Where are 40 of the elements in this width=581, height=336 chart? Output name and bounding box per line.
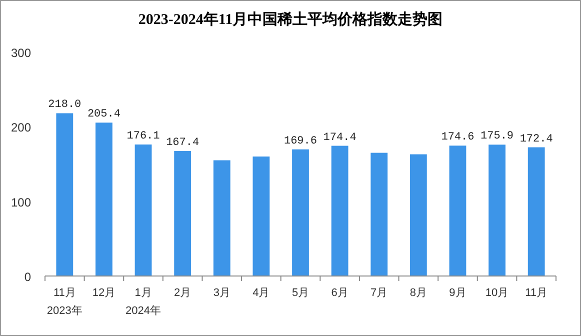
x-tick-label: 10月 xyxy=(485,287,509,299)
x-tick-label: 9月 xyxy=(449,287,466,299)
x-tick-label: 11月 xyxy=(525,287,548,299)
bar xyxy=(410,154,427,276)
bar xyxy=(252,156,270,276)
data-label: 175.9 xyxy=(480,130,514,143)
data-label: 205.4 xyxy=(87,108,121,121)
x-tick-label: 6月 xyxy=(331,287,348,299)
bar xyxy=(292,149,309,276)
bar xyxy=(174,151,192,276)
bar xyxy=(56,113,74,276)
x-tick-label: 12月 xyxy=(92,287,116,299)
y-tick-label: 200 xyxy=(10,120,32,135)
data-label: 174.6 xyxy=(441,132,474,144)
bar xyxy=(370,152,388,276)
bar xyxy=(488,144,506,276)
x-tick-label: 1月 2024年 xyxy=(126,287,162,317)
x-tick-label: 2月 xyxy=(174,287,192,299)
x-tick-label: 3月 xyxy=(213,287,230,299)
bar xyxy=(528,147,545,276)
data-label: 218.0 xyxy=(48,99,82,112)
x-tick-label: 4月 xyxy=(252,287,270,299)
bar xyxy=(213,160,230,276)
x-tick-label: 8月 xyxy=(410,287,427,299)
data-label: 172.4 xyxy=(520,133,554,146)
x-tick-label: 5月 xyxy=(292,287,310,299)
data-label: 176.1 xyxy=(126,130,160,143)
bar xyxy=(449,146,466,276)
data-label: 174.4 xyxy=(323,132,357,144)
x-tick-label: 11月 2023年 xyxy=(46,287,82,317)
data-label: 167.4 xyxy=(166,137,200,150)
y-tick-label: 0 xyxy=(24,270,32,284)
y-tick-label: 100 xyxy=(10,195,32,210)
chart-title: 2023-2024年11月中国稀土平均价格指数走势图 xyxy=(138,11,443,28)
data-label: 169.6 xyxy=(284,135,318,148)
bar xyxy=(96,122,112,276)
bar xyxy=(134,144,152,276)
y-tick-label: 300 xyxy=(10,46,32,60)
bar xyxy=(331,146,348,276)
x-tick-label: 7月 xyxy=(370,287,388,299)
